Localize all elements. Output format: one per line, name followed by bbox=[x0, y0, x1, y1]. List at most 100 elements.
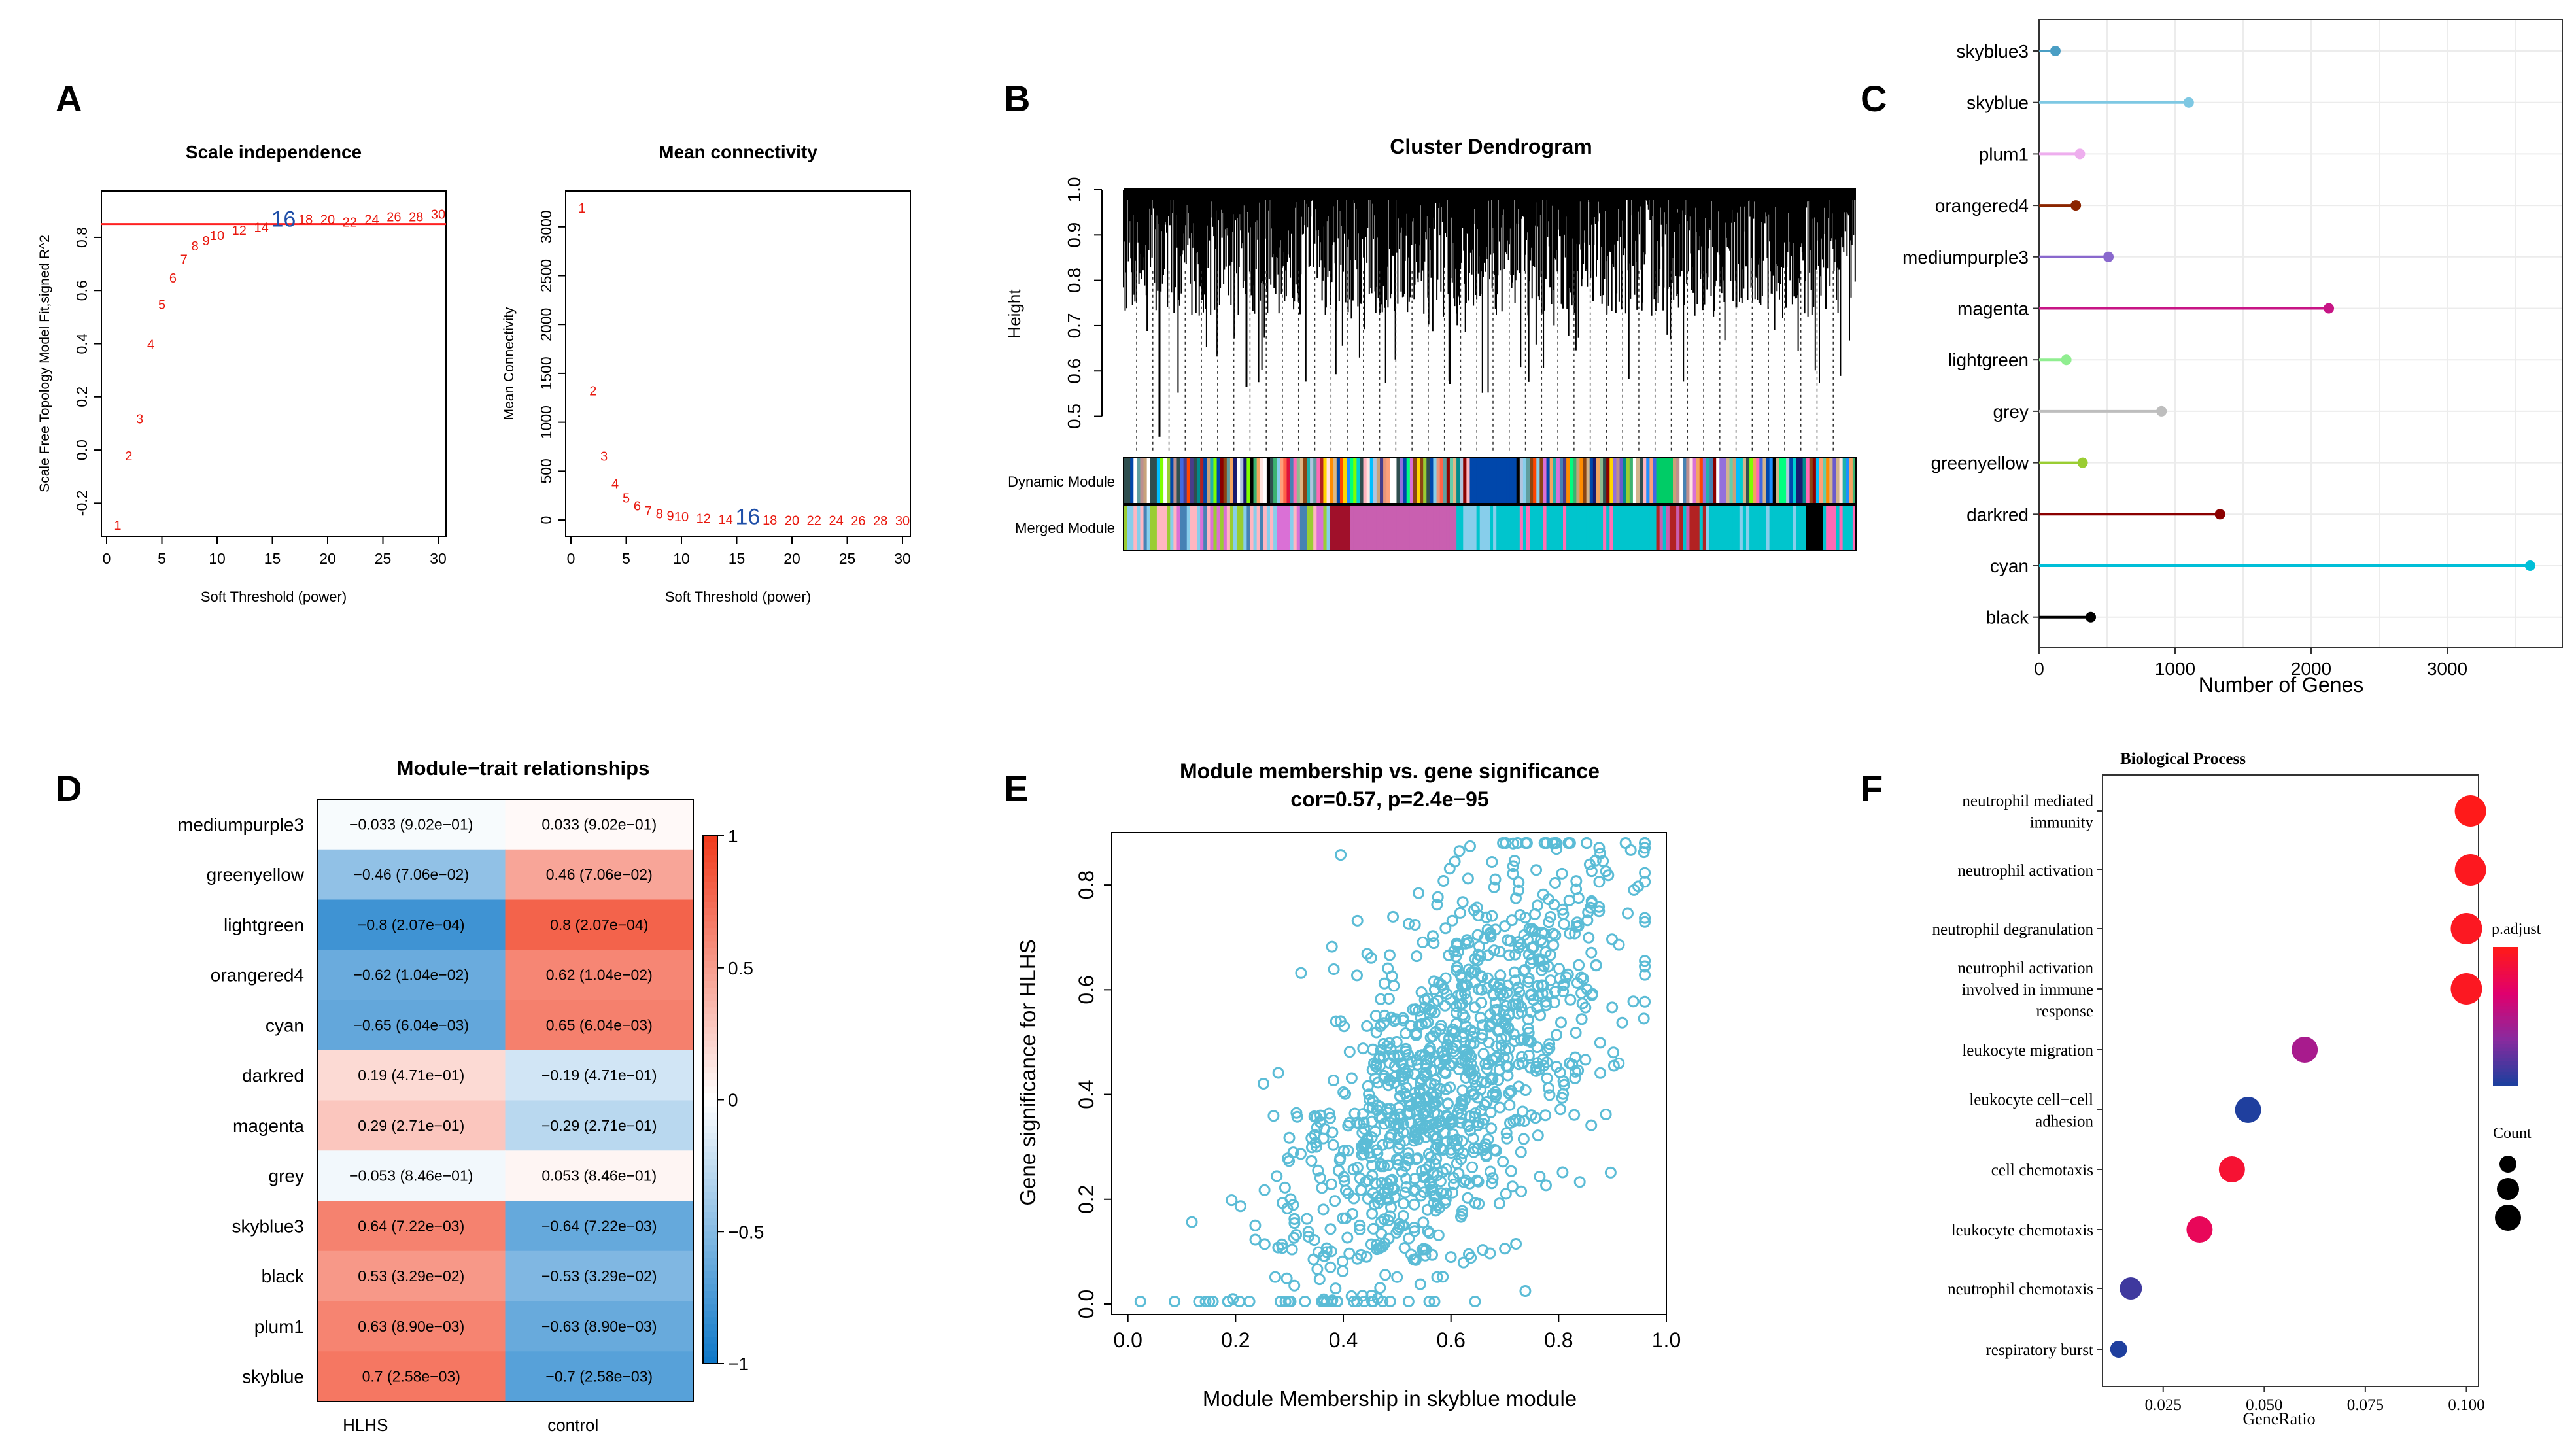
merged-module-row-segment bbox=[1522, 505, 1527, 551]
merged-module-row-segment bbox=[1506, 505, 1511, 551]
heatmap-cell-label: −0.8 (2.07e−04) bbox=[358, 916, 465, 933]
merged-module-row-segment bbox=[1742, 505, 1747, 551]
scatter-point bbox=[1547, 927, 1559, 940]
term-dot bbox=[2292, 1037, 2318, 1063]
lollipop-head bbox=[2074, 148, 2086, 160]
colorbar-segment bbox=[703, 1007, 717, 1015]
colorbar-segment bbox=[703, 980, 717, 989]
term-dot bbox=[2120, 1277, 2142, 1300]
scatter-point bbox=[1432, 1109, 1444, 1121]
merged-module-row-segment bbox=[1609, 505, 1613, 551]
term-label: neutrophil activation bbox=[1957, 862, 2093, 880]
scatter-point bbox=[1515, 1185, 1528, 1197]
scatter-point bbox=[1361, 948, 1373, 960]
merged-module-row-segment bbox=[1316, 505, 1320, 551]
x-axis-label: Number of Genes bbox=[2199, 673, 2364, 697]
merged-module-row-segment bbox=[1380, 505, 1384, 551]
merged-module-row-segment bbox=[1723, 505, 1726, 551]
scatter-point bbox=[1408, 1198, 1420, 1211]
dynamic-module-row-segment bbox=[1819, 458, 1823, 504]
merged-module-row-segment bbox=[1439, 505, 1444, 551]
scatter-point bbox=[1475, 1032, 1488, 1044]
scatter-point bbox=[1445, 1251, 1457, 1264]
merged-module-row-segment bbox=[1313, 505, 1317, 551]
scatter-point bbox=[1392, 1049, 1405, 1061]
legend-padj-swatch bbox=[2493, 1044, 2518, 1048]
merged-module-row-segment bbox=[1513, 505, 1517, 551]
scatter-point bbox=[1375, 993, 1387, 1005]
scatter-point bbox=[1267, 1110, 1280, 1122]
merged-module-row-segment bbox=[1713, 505, 1717, 551]
lollipop-head bbox=[2050, 46, 2061, 56]
dynamic-module-row-segment bbox=[1583, 458, 1587, 504]
scatter-point bbox=[1503, 1099, 1516, 1111]
scatter-point bbox=[1489, 873, 1502, 886]
scatter-point bbox=[1370, 1060, 1382, 1073]
merged-module-row-segment bbox=[1503, 505, 1507, 551]
dynamic-module-row-segment bbox=[1396, 458, 1401, 504]
heatmap-cell-label: 0.62 (1.04e−02) bbox=[546, 967, 653, 984]
scatter-point bbox=[1410, 1105, 1422, 1117]
x-tick-label: 30 bbox=[430, 550, 447, 567]
scatter-point bbox=[1325, 1245, 1337, 1258]
panel-label-d: D bbox=[56, 768, 82, 809]
dynamic-module-row-segment bbox=[1183, 458, 1188, 504]
scatter-point bbox=[1539, 1109, 1552, 1122]
merged-module-row-segment bbox=[1226, 505, 1231, 551]
scatter-point bbox=[1421, 1203, 1434, 1216]
term-label: neutrophil degranulation bbox=[1932, 921, 2094, 938]
dynamic-module-row-segment bbox=[1579, 458, 1584, 504]
dynamic-module-row-segment bbox=[1739, 458, 1743, 504]
scatter-point bbox=[1639, 960, 1651, 973]
heatmap-cell-label: −0.46 (7.06e−02) bbox=[354, 866, 469, 883]
colorbar-segment bbox=[703, 1298, 717, 1305]
panel-label-a: A bbox=[56, 78, 82, 119]
merged-module-row-segment bbox=[1579, 505, 1584, 551]
dynamic-module-row-segment bbox=[1436, 458, 1441, 504]
colorbar-segment bbox=[703, 1099, 717, 1107]
dynamic-module-row-segment bbox=[1783, 458, 1787, 504]
scatter-point bbox=[1543, 916, 1555, 929]
legend-padj-swatch bbox=[2493, 974, 2518, 979]
dynamic-module-row-segment bbox=[1530, 458, 1534, 504]
dynamic-module-row-segment bbox=[1796, 458, 1800, 504]
x-tick-label: 0.8 bbox=[1544, 1328, 1573, 1352]
term-dot bbox=[2450, 913, 2482, 944]
power-point-label: 24 bbox=[364, 213, 379, 228]
legend-padj-swatch bbox=[2493, 954, 2518, 958]
dynamic-module-row-segment bbox=[1829, 458, 1833, 504]
scatter-point bbox=[1486, 1172, 1499, 1184]
merged-module-row-segment bbox=[1536, 505, 1540, 551]
scatter-point bbox=[1481, 982, 1494, 994]
merged-module-row-segment bbox=[1806, 505, 1810, 551]
heatmap-cell bbox=[317, 1301, 506, 1352]
dynamic-module-row-segment bbox=[1659, 458, 1664, 504]
colorbar-segment bbox=[703, 1146, 717, 1154]
scatter-point bbox=[1579, 1054, 1592, 1066]
scatter-point bbox=[1416, 1243, 1428, 1256]
scatter-point bbox=[1519, 964, 1531, 976]
merged-module-row-segment bbox=[1613, 505, 1617, 551]
colorbar-tick-label: 0.5 bbox=[728, 958, 753, 978]
merged-module-row-segment bbox=[1839, 505, 1844, 551]
scatter-point bbox=[1469, 953, 1481, 965]
category-label: darkred bbox=[1966, 504, 2029, 525]
dynamic-module-row-segment bbox=[1683, 458, 1687, 504]
dynamic-module-row-segment bbox=[1632, 458, 1637, 504]
merged-module-row-segment bbox=[1233, 505, 1237, 551]
scatter-point bbox=[1476, 971, 1488, 983]
scatter-point bbox=[1448, 945, 1460, 957]
scatter-point bbox=[1570, 875, 1583, 887]
x-tick-label: 1000 bbox=[2155, 659, 2195, 679]
dynamic-module-row-segment bbox=[1193, 458, 1197, 504]
scatter-point bbox=[1473, 1197, 1485, 1210]
colorbar-segment bbox=[703, 1258, 717, 1265]
scatter-point bbox=[1543, 1042, 1556, 1054]
merged-module-row-segment bbox=[1146, 505, 1151, 551]
scatter-point bbox=[1283, 1131, 1296, 1144]
heatmap-cell-label: −0.62 (1.04e−02) bbox=[354, 967, 469, 984]
power-point-label: 1 bbox=[114, 519, 121, 533]
merged-module-row-segment bbox=[1243, 505, 1247, 551]
y-tick-label: 0.2 bbox=[73, 387, 90, 407]
x-tick-label: 10 bbox=[673, 550, 690, 567]
